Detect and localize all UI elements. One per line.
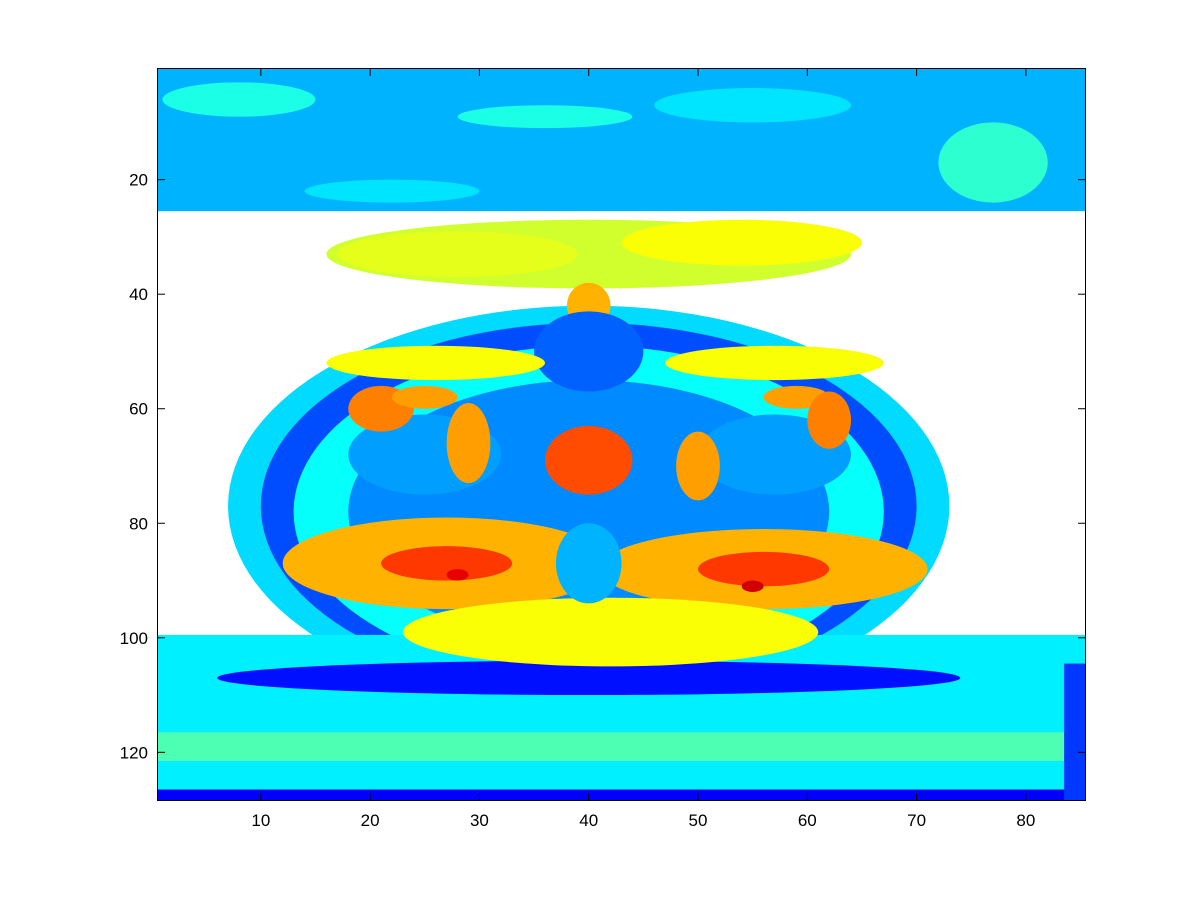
heatmap-region bbox=[621, 219, 862, 266]
heatmap-region bbox=[446, 403, 491, 484]
heatmap-region bbox=[555, 523, 622, 604]
heatmap-region bbox=[457, 105, 633, 129]
heatmap-region bbox=[162, 82, 316, 117]
heatmap-region bbox=[391, 385, 458, 409]
y-tick-label: 120 bbox=[120, 743, 148, 762]
y-tick-label: 40 bbox=[129, 285, 148, 304]
heatmap-region bbox=[402, 597, 819, 667]
x-tick-label: 30 bbox=[470, 811, 489, 830]
y-tick-label: 100 bbox=[120, 629, 148, 648]
x-tick-label: 80 bbox=[1016, 811, 1035, 830]
heatmap-region bbox=[544, 425, 633, 495]
heatmap-region bbox=[337, 231, 578, 278]
x-tick-label: 40 bbox=[579, 811, 598, 830]
y-tick-label: 80 bbox=[129, 514, 148, 533]
heatmap-region bbox=[534, 311, 644, 392]
y-axis: 20 40 60 80 100 120 bbox=[120, 171, 1086, 762]
heatmap-region bbox=[676, 431, 720, 501]
heatmap-region bbox=[807, 391, 852, 449]
heatmap-region bbox=[381, 546, 513, 581]
heatmap-region bbox=[698, 551, 830, 587]
heatmap-region bbox=[326, 345, 545, 381]
heatmap-region bbox=[665, 345, 884, 381]
x-tick-label: 10 bbox=[251, 811, 270, 830]
y-tick-label: 60 bbox=[129, 400, 148, 419]
heatmap-region bbox=[217, 660, 961, 696]
axes-box bbox=[157, 68, 1086, 801]
x-tick-label: 50 bbox=[689, 811, 708, 830]
x-tick-label: 70 bbox=[907, 811, 926, 830]
heatmap-region bbox=[654, 88, 852, 123]
heatmap-region bbox=[157, 732, 1086, 761]
heatmap-region bbox=[446, 569, 469, 581]
heatmap-region bbox=[741, 580, 764, 592]
y-tick-label: 20 bbox=[129, 171, 148, 190]
heatmap-region bbox=[938, 122, 1048, 203]
heatmap-region bbox=[157, 789, 1086, 801]
x-tick-label: 60 bbox=[798, 811, 817, 830]
x-axis: 10 20 30 40 50 60 70 80 bbox=[251, 68, 1035, 830]
heatmap-region bbox=[1064, 663, 1086, 801]
plot-area bbox=[157, 68, 1086, 801]
heatmap-region bbox=[304, 179, 480, 203]
x-tick-label: 20 bbox=[361, 811, 380, 830]
